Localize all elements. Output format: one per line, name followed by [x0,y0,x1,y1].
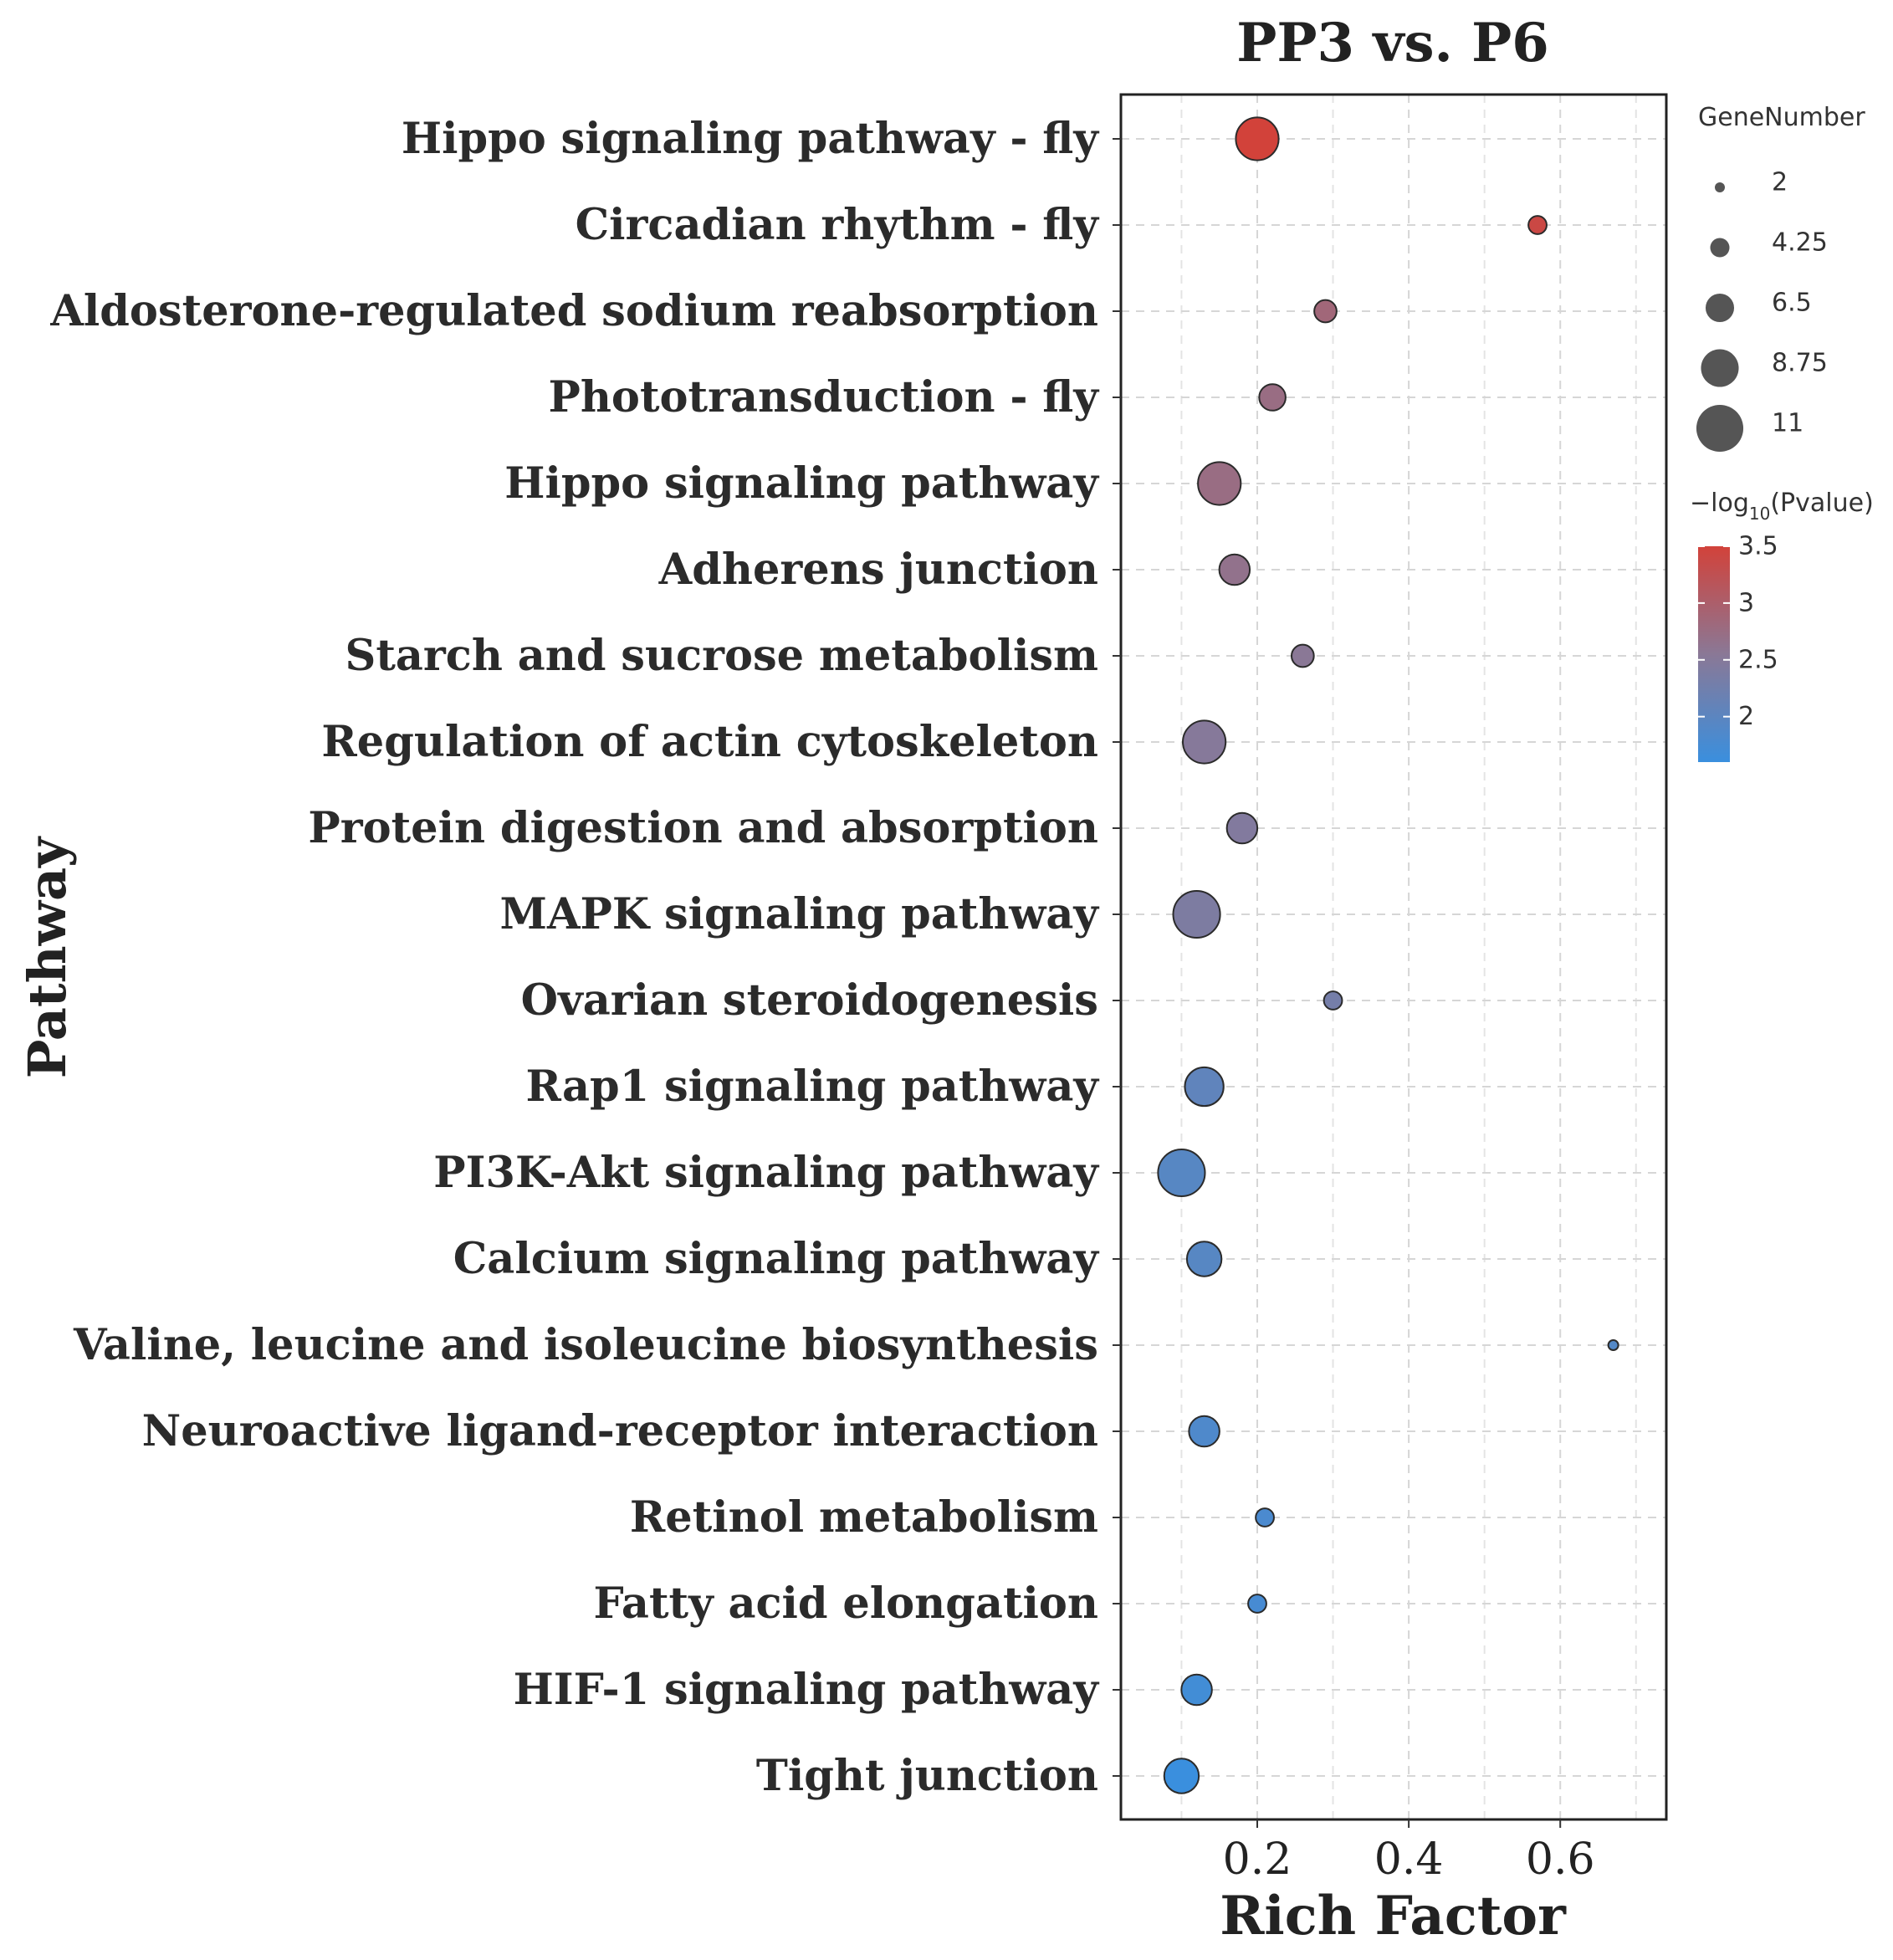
data-point [1180,1673,1213,1707]
pathway-label: Calcium signaling pathway [453,1234,1100,1284]
chart-title: PP3 vs. P6 [1236,12,1549,74]
pathway-label: Circadian rhythm - fly [576,200,1100,250]
color-legend-bar [1698,546,1730,762]
x-axis-title: Rich Factor [1220,1885,1567,1947]
data-points [1157,116,1619,1794]
pathway-label: Hippo signaling pathway - fly [402,114,1099,164]
data-point [1607,1339,1619,1351]
data-point [1225,811,1259,845]
pathway-label: Starch and sucrose metabolism [345,631,1099,681]
data-point [1185,1241,1223,1277]
y-axis-title: Pathway [17,836,78,1078]
x-tick-label: 0.2 [1223,1835,1292,1885]
size-legend-label: 11 [1772,409,1803,438]
pathway-label: Fatty acid elongation [593,1579,1098,1629]
color-legend-label: 3.5 [1738,532,1778,561]
size-legend-key [1696,404,1744,453]
size-legend: GeneNumber 2 4.25 6.5 8.75 11 [1696,103,1865,453]
data-point [1247,1594,1267,1614]
data-point [1323,990,1343,1011]
size-legend-label: 4.25 [1772,228,1828,258]
color-legend-label: 2.5 [1738,645,1778,674]
pathway-label: Neuroactive ligand-receptor interaction [142,1406,1098,1456]
size-legend-label: 2 [1772,168,1788,197]
data-point [1218,553,1251,586]
pathway-label: Ovarian steroidogenesis [521,975,1098,1026]
pathway-label: Valine, leucine and isoleucine biosynthe… [73,1320,1098,1370]
gridlines [1121,95,1666,1819]
data-point [1290,643,1315,668]
data-point [1172,889,1221,939]
data-point [1255,1507,1275,1528]
data-point [1157,1148,1206,1198]
size-legend-label: 8.75 [1772,349,1828,378]
color-legend-label: 3 [1738,588,1754,617]
pathway-label: Protein digestion and absorption [308,803,1098,853]
color-legend: −log10(Pvalue) 3.5 3 2.5 2 [1690,489,1874,762]
color-legend-title: −log10(Pvalue) [1690,489,1874,524]
pathway-label: Regulation of actin cytoskeleton [321,717,1098,767]
data-point [1313,299,1338,324]
size-legend-key [1705,293,1735,323]
pathway-label: HIF-1 signaling pathway [514,1665,1100,1715]
pathway-label: PI3K-Akt signaling pathway [433,1148,1099,1198]
x-tick-label: 0.4 [1374,1835,1444,1885]
data-point [1188,1415,1220,1448]
plot-panel-border [1119,93,1668,1821]
data-point [1235,116,1280,161]
size-legend-title: GeneNumber [1698,103,1865,132]
data-point [1184,1066,1225,1108]
data-point [1258,383,1287,412]
size-legend-label: 6.5 [1772,289,1812,318]
pathway-label: Aldosterone-regulated sodium reabsorptio… [49,286,1098,336]
size-legend-key [1715,182,1725,192]
pathway-label: Hippo signaling pathway [504,458,1099,509]
color-legend-label: 2 [1738,702,1754,731]
pathway-label: Adherens junction [658,545,1098,595]
pathway-label: MAPK signaling pathway [500,889,1100,939]
x-axis-ticks: 0.2 0.4 0.6 [1223,1819,1595,1885]
data-point [1182,719,1227,765]
data-point [1163,1758,1200,1794]
pathway-label: Retinol metabolism [630,1492,1098,1543]
pathway-label: Phototransduction - fly [549,372,1100,422]
pathway-labels: Hippo signaling pathway - fly Circadian r… [49,114,1121,1801]
size-legend-key [1710,238,1730,258]
pathway-label: Rap1 signaling pathway [525,1062,1099,1112]
pathway-label: Tight junction [756,1751,1098,1801]
data-point [1197,461,1242,506]
x-tick-label: 0.6 [1526,1835,1595,1885]
size-legend-key [1701,349,1739,387]
data-point [1527,215,1548,235]
